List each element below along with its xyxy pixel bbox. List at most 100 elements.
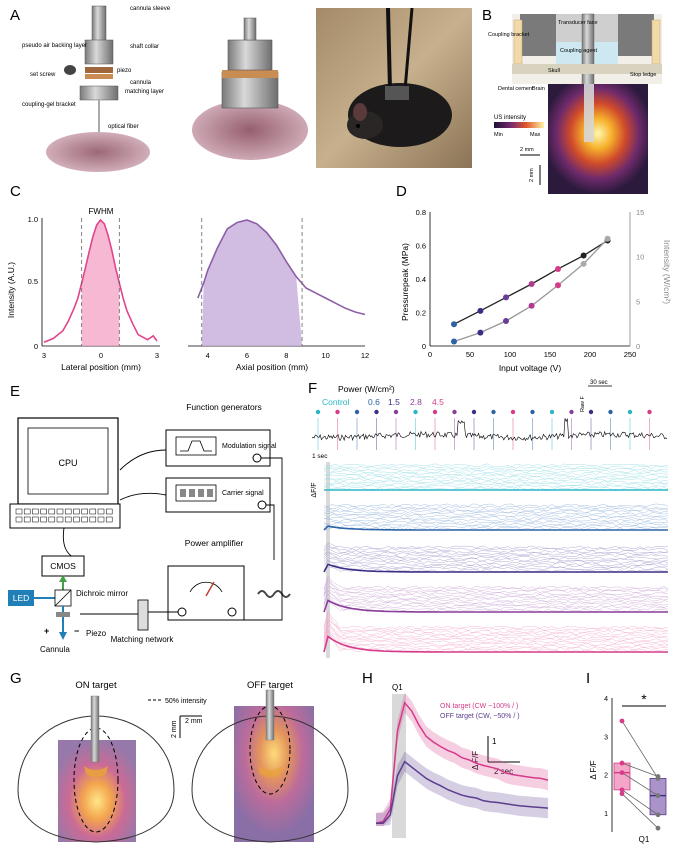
label-cannula-sleeve: cannula sleeve (130, 6, 171, 12)
transducer-right (618, 14, 654, 56)
power-title: Power (W/cm²) (338, 384, 395, 394)
trace-control (323, 484, 669, 489)
stim-dot (530, 409, 535, 415)
panel-letter-h: H (362, 670, 373, 687)
power-06: 0.6 (368, 397, 380, 407)
amp-port-out (227, 607, 237, 617)
panel-letter-b: B (482, 7, 492, 24)
trace-control (323, 478, 669, 482)
power-45: 4.5 (432, 397, 444, 407)
trace-4.5 (323, 619, 669, 638)
c-fwhm-label: FWHM (89, 207, 114, 216)
wire-mod-amp (236, 457, 283, 621)
d-point-pressure (555, 265, 561, 272)
raw-f-label: Raw F (580, 395, 586, 412)
carrier-label: Carrier signal (222, 490, 264, 497)
label-piezo: piezo (117, 68, 132, 74)
stim-dot (393, 409, 399, 415)
photo-device (385, 86, 409, 100)
trace-4.5 (323, 624, 669, 642)
i-xlabel: Q1 (639, 835, 650, 844)
trace-control (323, 482, 669, 487)
carrier-digit (189, 489, 195, 497)
c-ax-xtick-8: 8 (284, 351, 288, 360)
h-ylabel: Δ F/F (471, 751, 480, 770)
d-point-pressure (580, 252, 587, 259)
i-pair-line (621, 772, 659, 796)
keyboard-key (15, 516, 23, 523)
d-ytick-right: 15 (636, 208, 644, 217)
lateral-curve (43, 218, 158, 343)
panel-letter-g: G (10, 670, 22, 687)
power-28: 2.8 (410, 397, 422, 407)
led-box (8, 590, 34, 606)
blue-arrowhead (59, 632, 67, 640)
trace-2.8 (323, 590, 669, 604)
optical-fiber-part (98, 100, 100, 132)
panel-c: C Intensity (A.U.) 1.0 0.5 0 3 0 3 FWHM … (6, 183, 369, 372)
stim-dot (471, 409, 477, 415)
i-point-on (619, 787, 625, 793)
keyboard-key (56, 516, 64, 523)
trace-control (323, 474, 669, 478)
i-point-on (619, 760, 625, 766)
matching-network-label: Matching network (111, 635, 175, 644)
d-point-intensity (555, 282, 561, 289)
q1-label: Q1 (392, 683, 403, 692)
trace-control (323, 465, 669, 470)
power-15: 1.5 (388, 397, 400, 407)
b-scale-text: 2 mm (520, 147, 534, 153)
stim-dot (452, 409, 457, 415)
trace-1.5 (323, 560, 669, 569)
d-xtick: 150 (544, 350, 557, 359)
one-sec-label: 1 sec (312, 453, 328, 460)
label-skull: Skull (548, 68, 560, 74)
d-xlabel: Input voltage (V) (499, 363, 562, 373)
trace-0.6 (323, 520, 669, 524)
led-label: LED (13, 593, 30, 603)
legend-off: OFF target (CW, ~50% / ) (440, 713, 520, 720)
i-point-on (619, 791, 625, 797)
amp-needle (205, 581, 215, 597)
d-ylabel-right: Intensity (W/cm²) (662, 240, 672, 304)
trace-1.5 (323, 542, 669, 550)
mouse-skull-a (46, 132, 150, 172)
trace-2.8 (323, 577, 669, 592)
monitor-screen (27, 427, 109, 495)
d-ytick-left: 0 (422, 342, 426, 351)
i-pair-line (621, 789, 659, 816)
keyboard-key (40, 508, 47, 515)
heatmap-cannula (584, 84, 594, 142)
lateral-fwhm-area (81, 220, 120, 346)
stim-dot (647, 409, 652, 415)
mean-trace-4.5 (323, 635, 668, 653)
label-stop-ledge: Stop ledge (630, 72, 656, 78)
c-ytick-1: 1.0 (28, 215, 38, 224)
trace-control (323, 469, 669, 474)
keyboard-key (48, 508, 56, 515)
amp-meter (189, 581, 223, 593)
legend-on: ON target (CW ~100% / ) (440, 703, 518, 710)
trace-1.5 (323, 551, 669, 558)
wire-carrier (266, 504, 275, 560)
d-xtick: 250 (624, 350, 637, 359)
g-scale-text: 2 mm (185, 718, 203, 725)
keyboard-key (64, 516, 72, 523)
trace-control (323, 463, 669, 468)
dichroic-label: Dichroic mirror (76, 589, 128, 598)
on-cannula (90, 695, 100, 763)
trace-4.5 (323, 628, 669, 646)
trace-4.5 (323, 621, 669, 640)
trace-4.5 (323, 631, 669, 651)
trace-4.5 (323, 625, 669, 644)
d-ytick-right: 10 (636, 253, 644, 262)
trace-4.5 (323, 610, 669, 630)
keyboard-key (64, 508, 72, 515)
panel-d: D Pressurepeak (MPa) Intensity (W/cm²) I… (396, 183, 672, 373)
scale-30s: 30 sec (590, 380, 608, 386)
h-plot (375, 692, 549, 826)
mouse-ear (353, 103, 367, 121)
d-xtick: 100 (504, 350, 517, 359)
trace-2.8 (323, 594, 669, 609)
